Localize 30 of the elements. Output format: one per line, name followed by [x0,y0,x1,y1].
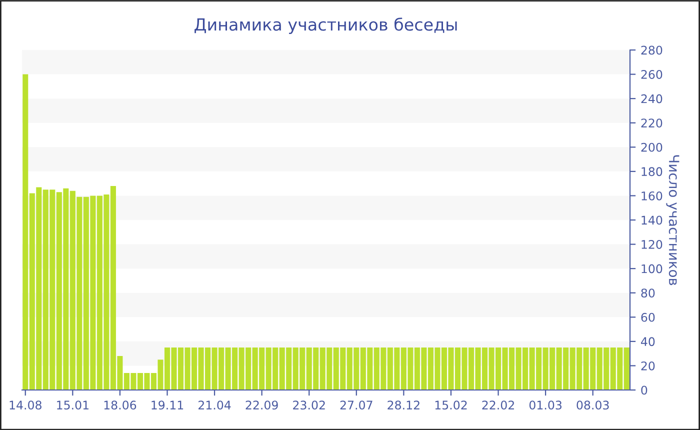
x-tick-label: 27.07 [340,400,372,410]
x-tick-label: 22.09 [246,400,278,410]
chart-title: Динамика участников беседы [194,18,457,34]
x-tick-label: 21.04 [198,400,231,410]
x-tick-label: 15.01 [57,400,88,410]
y-tick-label: 200 [641,142,662,152]
y-tick-label: 220 [641,118,662,128]
y-tick-label: 260 [641,70,662,79]
y-tick-label: 0 [641,386,648,395]
y-tick-label: 80 [641,288,655,298]
y-axis-title: Число участников [666,155,680,286]
y-tick-label: 100 [642,264,662,274]
x-tick-label: 23.02 [293,400,325,410]
x-tick-label: 14.08 [10,400,42,410]
y-tick-label: 60 [641,312,655,322]
x-tick-label: 01.03 [529,400,562,410]
y-tick-label: 40 [640,337,655,346]
y-tick-label: 240 [641,94,662,104]
y-tick-label: 20 [641,361,655,370]
y-tick-label: 280 [641,46,662,55]
y-tick-label: 180 [642,167,662,176]
x-tick-label: 22.02 [482,400,514,410]
x-tick-label: 08.03 [576,400,609,410]
x-tick-label: 18.06 [104,400,136,410]
x-tick-label: 28.12 [388,400,420,410]
y-tick-label: 140 [642,216,662,225]
y-tick-label: 120 [642,240,662,249]
x-tick-label: 19.11 [152,400,184,410]
y-tick-label: 160 [642,191,662,200]
x-tick-label: 15.02 [435,400,467,410]
